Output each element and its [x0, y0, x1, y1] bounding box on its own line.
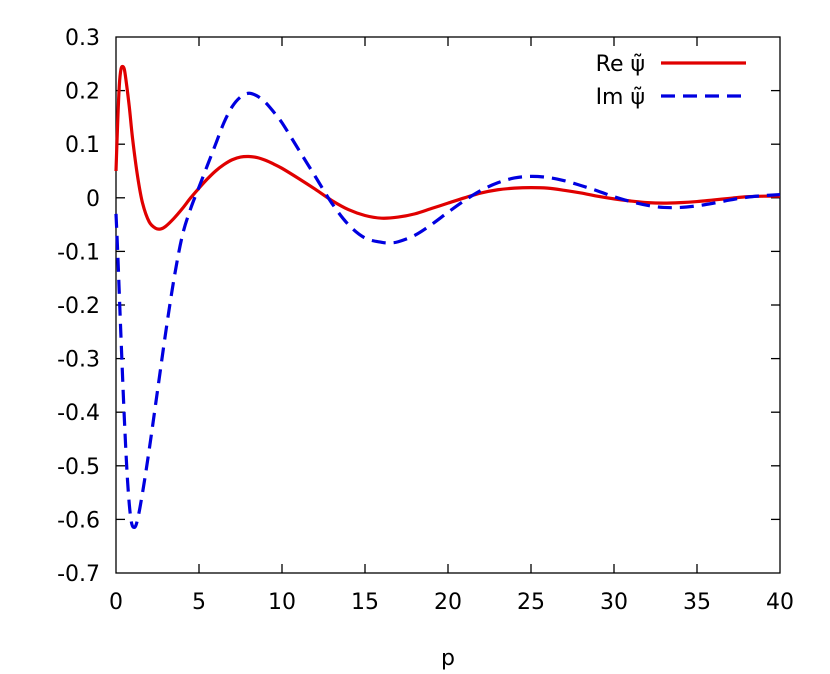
legend: Re ψ̃ Im ψ̃ — [596, 52, 746, 110]
y-tick-label: -0.1 — [57, 240, 100, 265]
x-tick-label: 25 — [517, 590, 545, 615]
y-tick-label: 0.3 — [65, 26, 100, 51]
x-tick-label: 40 — [766, 590, 794, 615]
y-tick-label: -0.7 — [57, 562, 100, 587]
y-tick-label: -0.3 — [57, 348, 100, 373]
x-axis-title: p — [441, 646, 455, 671]
x-tick-label: 20 — [434, 590, 462, 615]
plot-frame — [115, 36, 781, 574]
y-tick-label: -0.4 — [57, 401, 100, 426]
legend-label-0: Re ψ̃ — [596, 52, 645, 77]
x-tick-label: 35 — [683, 590, 711, 615]
y-tick-label: -0.5 — [57, 455, 100, 480]
y-tick-label: 0.1 — [65, 133, 100, 158]
y-tick-label: 0 — [86, 187, 100, 212]
x-tick-label: 5 — [192, 590, 206, 615]
x-tick-label: 10 — [268, 590, 296, 615]
y-tick-label: -0.2 — [57, 294, 100, 319]
x-tick-label: 30 — [600, 590, 628, 615]
y-tick-label: 0.2 — [65, 80, 100, 105]
legend-label-1: Im ψ̃ — [596, 85, 645, 110]
x-tick-label: 0 — [109, 590, 123, 615]
series-group — [114, 64, 781, 530]
series-line-1 — [114, 91, 781, 530]
x-tick-label: 15 — [351, 590, 379, 615]
ticks-group: 0 5 10 15 20 25 30 35 40 0.3 0.2 0.1 0 -0.1 -0.2 -0.3 -0… — [57, 26, 794, 615]
y-tick-label: -0.6 — [57, 508, 100, 533]
